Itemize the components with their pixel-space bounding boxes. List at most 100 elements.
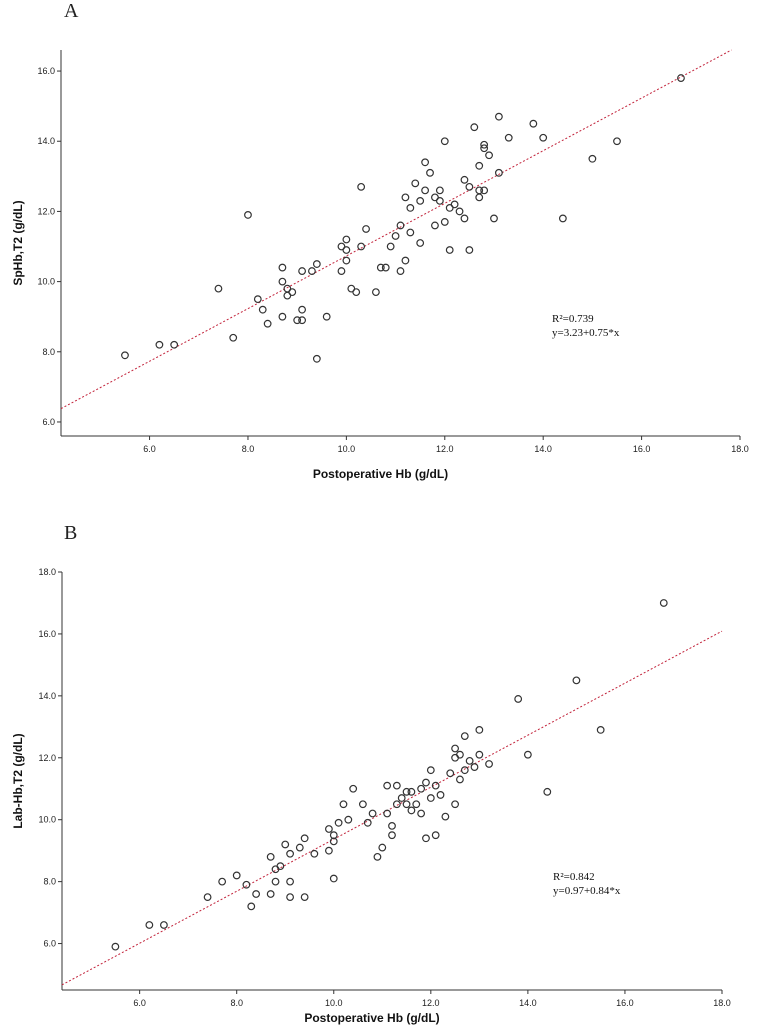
data-point: [572, 676, 581, 685]
data-point: [329, 837, 338, 846]
chart-panel-a: 6.0 8.0 10.0 12.0 14.0 16.0 18.0 6.0 8.0 10.0 12.0…: [11, 49, 749, 481]
equation-annotation: y=0.97+0.84*x: [553, 885, 621, 897]
data-point: [362, 225, 370, 233]
data-point: [357, 242, 366, 251]
data-point: [558, 214, 567, 223]
x-axis-title: Postoperative Hb (g/dL): [313, 467, 448, 481]
data-point: [436, 791, 445, 799]
data-point: [298, 305, 306, 314]
data-point: [406, 228, 415, 237]
data-point: [388, 831, 396, 840]
data-point: [401, 193, 410, 202]
data-point: [388, 821, 396, 830]
data-point: [504, 133, 513, 142]
data-point: [392, 781, 401, 790]
data-point: [381, 263, 390, 272]
data-point: [465, 756, 474, 765]
data-point: [357, 182, 366, 191]
data-point: [253, 295, 262, 304]
data-point: [470, 763, 479, 771]
data-point: [596, 726, 605, 734]
data-point: [342, 235, 351, 244]
data-point: [312, 354, 321, 363]
data-point: [368, 809, 377, 818]
data-point: [308, 267, 316, 275]
data-point: [431, 221, 439, 230]
x-tick-label: 6.0: [133, 998, 146, 1008]
r-squared-annotation: R²=0.739: [552, 313, 594, 325]
data-point: [371, 288, 380, 297]
data-point: [412, 800, 421, 809]
data-point: [417, 809, 426, 818]
chart-panel-b: 6.0 8.0 10.0 12.0 14.0 16.0 18.0 6.0 8.0 10.0 12.0…: [11, 567, 731, 1025]
data-point: [401, 256, 410, 265]
data-point: [358, 800, 367, 809]
data-point: [300, 834, 309, 843]
data-point: [440, 218, 449, 226]
x-tick-label: 18.0: [713, 998, 731, 1008]
y-tick-label: 12.0: [38, 753, 56, 763]
data-point: [383, 781, 392, 790]
y-tick-label: 18.0: [38, 567, 56, 577]
data-point: [460, 732, 469, 741]
data-point: [465, 246, 474, 254]
data-point: [460, 766, 469, 775]
data-point: [460, 214, 469, 223]
data-point: [322, 312, 331, 321]
data-point: [278, 277, 287, 286]
data-point: [310, 849, 319, 858]
x-tick-label: 14.0: [519, 998, 537, 1008]
data-point: [232, 871, 241, 880]
data-point: [456, 775, 464, 784]
data-point: [426, 168, 434, 177]
data-point: [363, 818, 372, 827]
data-point: [383, 809, 392, 818]
data-point: [495, 168, 503, 177]
data-point: [402, 787, 411, 796]
data-point: [263, 319, 272, 328]
data-point: [480, 186, 489, 195]
data-point: [411, 179, 420, 188]
data-point: [392, 800, 401, 809]
x-tick-label: 8.0: [230, 998, 243, 1008]
data-point: [295, 843, 304, 852]
data-point: [339, 800, 348, 809]
data-point: [677, 74, 685, 82]
x-tick-label: 12.0: [436, 444, 454, 454]
data-point: [480, 140, 489, 149]
y-tick-label: 10.0: [38, 815, 56, 825]
data-point: [543, 787, 552, 796]
data-point: [376, 263, 385, 272]
data-point: [300, 893, 309, 902]
data-point: [514, 695, 523, 703]
data-point: [288, 288, 297, 297]
data-point: [334, 818, 343, 827]
data-point: [397, 794, 406, 802]
data-point: [342, 246, 351, 254]
data-point: [407, 806, 416, 815]
data-point: [455, 207, 464, 216]
data-point: [286, 877, 294, 886]
data-point: [352, 288, 361, 297]
data-point: [431, 781, 440, 790]
data-point: [266, 852, 275, 861]
data-point: [276, 862, 285, 871]
x-tick-label: 14.0: [534, 444, 552, 454]
data-point: [451, 753, 459, 762]
data-point: [416, 196, 425, 205]
data-point: [523, 750, 532, 759]
data-point: [325, 825, 333, 833]
data-point: [475, 726, 484, 734]
data-point: [242, 880, 251, 889]
data-point: [329, 874, 338, 883]
data-point: [421, 158, 430, 167]
data-point: [278, 312, 287, 321]
regression-line: [61, 630, 723, 986]
data-point: [214, 284, 223, 293]
data-point: [218, 877, 227, 886]
data-point: [416, 239, 425, 247]
y-tick-label: 14.0: [38, 691, 56, 701]
data-point: [480, 144, 489, 153]
data-point: [485, 151, 493, 160]
